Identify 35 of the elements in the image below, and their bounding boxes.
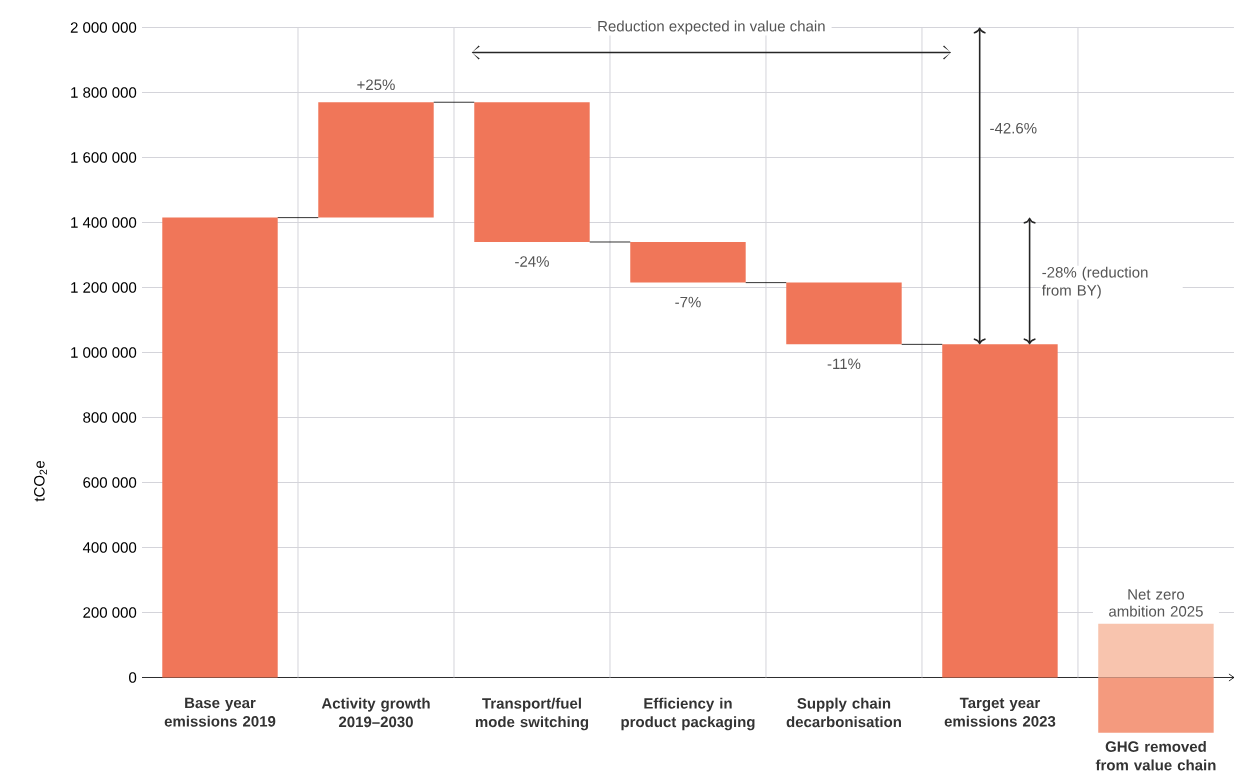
y-tick-label: 600 000 — [83, 477, 137, 488]
bar — [942, 344, 1058, 678]
x-tick-label: Activity growth 2019–2030 — [321, 697, 430, 728]
y-tick-label: 1 000 000 — [71, 347, 137, 358]
x-tick-label: Supply chain decarbonisation — [786, 697, 901, 728]
y-tick-label: 0 — [129, 672, 137, 683]
bar — [474, 102, 590, 242]
y-tick-label: 2 000 000 — [70, 22, 137, 33]
y-tick-label: 200 000 — [83, 607, 137, 618]
x-tick-label: Efficiency in product packaging — [621, 697, 755, 731]
x-tick-label: Transport/fuel mode switching — [475, 697, 589, 731]
bar — [318, 102, 434, 218]
y-tick-label: 1 600 000 — [71, 152, 137, 163]
annotation: Net zero ambition 2025 — [1109, 589, 1203, 617]
y-tick-label: 400 000 — [82, 542, 137, 553]
annotation: -42.6% — [990, 122, 1037, 134]
annotation: -24% — [515, 256, 549, 267]
annotation: -11% — [827, 358, 861, 370]
bar — [630, 241, 746, 283]
annotation: +25% — [357, 79, 395, 91]
x-tick-label: GHG removed from value chain — [1095, 740, 1216, 771]
bar — [786, 282, 902, 345]
bar — [1098, 623, 1214, 678]
annotation: -7% — [675, 296, 701, 308]
x-tick-label: Base year emissions 2019 — [164, 697, 276, 727]
y-tick-label: 1 800 000 — [71, 87, 137, 98]
annotation: Reduction expected in value chain — [598, 20, 825, 35]
x-tick-label: Target year emissions 2023 — [944, 697, 1056, 727]
y-tick-label: 1 400 000 — [71, 217, 137, 228]
annotation: -28% (reduction from BY) — [1041, 266, 1148, 299]
y-axis-title: tCO$_{2}$e — [34, 460, 47, 502]
bar — [1098, 677, 1214, 733]
y-tick-label: 800 000 — [83, 412, 137, 423]
y-tick-label: 1 200 000 — [71, 282, 137, 293]
bar — [162, 217, 278, 678]
